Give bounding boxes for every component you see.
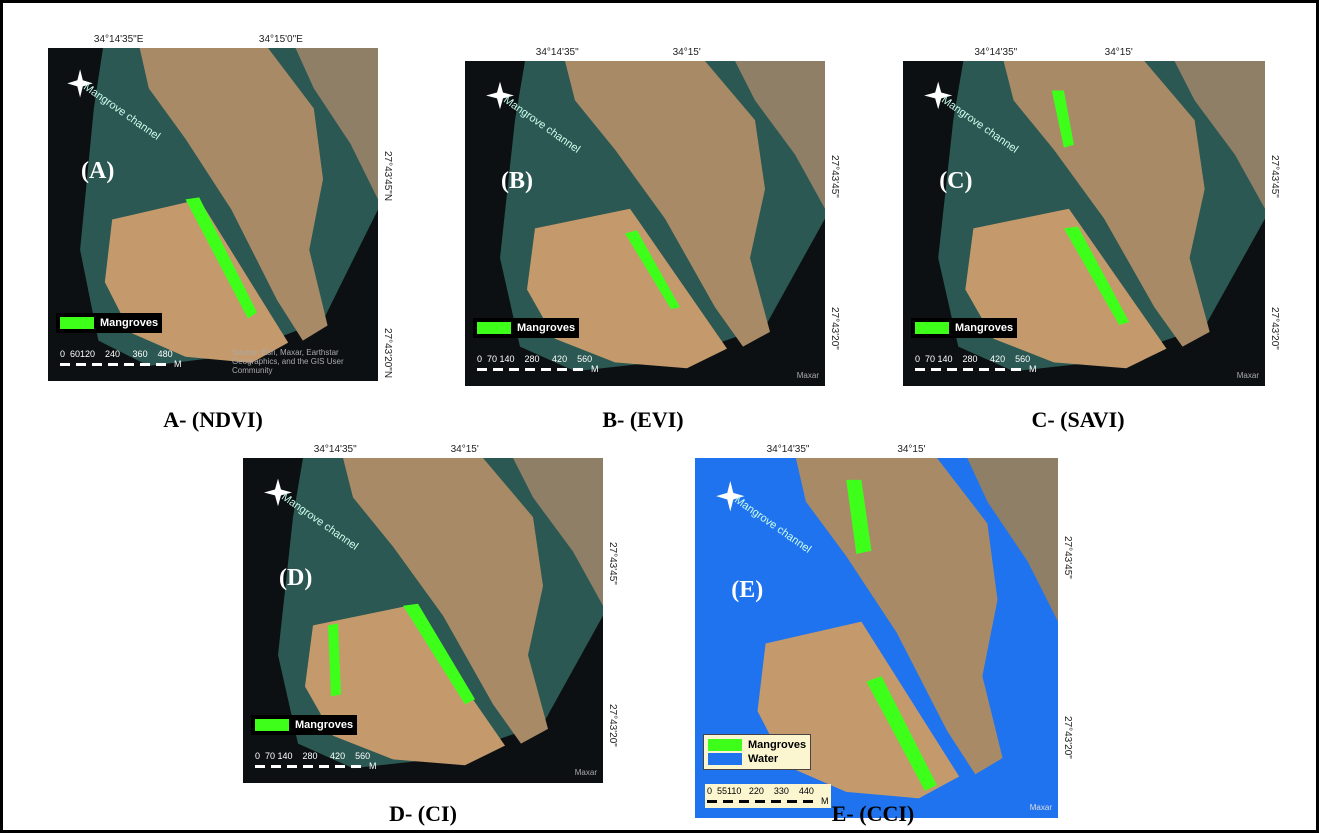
legend-label: Mangroves [100, 317, 158, 329]
credit: Maxar [1030, 803, 1052, 812]
legend-entry: Mangroves [255, 719, 353, 731]
latitude-label: 27°43'45" [829, 155, 840, 198]
scale-unit: M [821, 796, 829, 806]
scale-segments [707, 800, 817, 803]
latitude-label: 27°43'45" [1062, 536, 1073, 579]
legend-swatch [255, 719, 289, 731]
legend: Mangroves [56, 313, 162, 333]
legend-swatch [915, 322, 949, 334]
credit: Source: Esri, Maxar, Earthstar Geographi… [232, 348, 372, 375]
longitude-label: 34°15' [1105, 47, 1133, 58]
latitude-label: 27°43'45"N [382, 151, 393, 201]
credit: Maxar [797, 371, 819, 380]
legend-entry: Mangroves [60, 317, 158, 329]
scale-line: M [255, 761, 377, 771]
legend-label: Water [748, 753, 778, 765]
panel-label: (E) [731, 577, 763, 604]
legend: Mangroves [251, 715, 357, 735]
longitude-label: 34°15' [897, 444, 925, 455]
panel-label: (C) [939, 168, 972, 195]
longitude-label: 34°15'0"E [259, 34, 303, 45]
legend-entry: Mangroves [915, 322, 1013, 334]
credit: Maxar [1237, 371, 1259, 380]
longitude-label: 34°15' [451, 444, 479, 455]
latitude-label: 27°43'20" [829, 307, 840, 350]
caption: C- (SAVI) [1031, 407, 1124, 433]
credit: Maxar [575, 768, 597, 777]
caption: A- (NDVI) [163, 407, 263, 433]
scale-labels: 0 55110 220 330 440 [707, 786, 814, 796]
legend-entry: Water [708, 753, 806, 765]
panel-label: (B) [501, 168, 533, 195]
legend-swatch [60, 317, 94, 329]
scale-labels: 0 70 140 280 420 560 [477, 354, 592, 364]
legend: Mangroves Water [703, 734, 811, 770]
latitude-label: 27°43'20" [1269, 307, 1280, 350]
scale-labels: 0 70 140 280 420 560 [915, 354, 1030, 364]
latitude-label: 27°43'45" [1269, 155, 1280, 198]
latitude-label: 27°43'20" [607, 704, 618, 747]
panel-label: (A) [81, 158, 114, 185]
scale-unit: M [591, 364, 599, 374]
caption: E- (CCI) [832, 801, 915, 827]
legend-swatch [708, 753, 742, 765]
latitude-label: 27°43'45" [607, 542, 618, 585]
longitude-label: 34°14'35" [536, 47, 579, 58]
legend-label: Mangroves [295, 719, 353, 731]
map-panel: (B)Mangrove channelMangroves0 70 140 280… [465, 61, 825, 386]
legend-label: Mangroves [955, 322, 1013, 334]
legend-label: Mangroves [748, 739, 806, 751]
legend-swatch [708, 739, 742, 751]
scale-line: M [60, 359, 182, 369]
scale-segments [255, 765, 365, 768]
longitude-label: 34°14'35" [974, 47, 1017, 58]
longitude-label: 34°15' [673, 47, 701, 58]
longitude-label: 34°14'35"E [94, 34, 144, 45]
scale-line: M [915, 364, 1037, 374]
legend-label: Mangroves [517, 322, 575, 334]
legend-entry: Mangroves [477, 322, 575, 334]
legend-entry: Mangroves [708, 739, 806, 751]
panel-label: (D) [279, 565, 312, 592]
caption: D- (CI) [389, 801, 457, 827]
scale-bar: 0 55110 220 330 440 M [705, 784, 831, 808]
scale-labels: 0 70 140 280 420 560 [255, 751, 370, 761]
figure: (A)Mangrove channelMangroves0 60120 240 … [0, 0, 1319, 833]
scale-unit: M [1029, 364, 1037, 374]
scale-segments [60, 363, 170, 366]
legend: Mangroves [911, 318, 1017, 338]
scale-line: M [707, 796, 829, 806]
scale-segments [477, 368, 587, 371]
scale-bar: 0 70 140 280 420 560M [253, 749, 379, 773]
scale-segments [915, 368, 1025, 371]
caption: B- (EVI) [602, 407, 683, 433]
scale-unit: M [174, 359, 182, 369]
scale-labels: 0 60120 240 360 480 [60, 349, 173, 359]
latitude-label: 27°43'20" [1062, 716, 1073, 759]
longitude-label: 34°14'35" [314, 444, 357, 455]
latitude-label: 27°43'20"N [382, 328, 393, 378]
legend: Mangroves [473, 318, 579, 338]
longitude-label: 34°14'35" [767, 444, 810, 455]
scale-line: M [477, 364, 599, 374]
scale-unit: M [369, 761, 377, 771]
legend-swatch [477, 322, 511, 334]
